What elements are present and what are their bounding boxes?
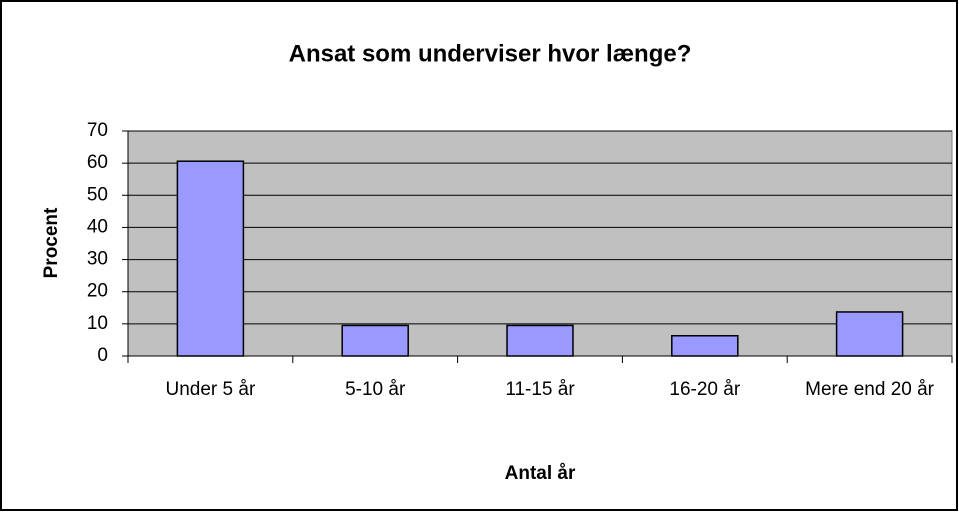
y-tick-label: 70	[87, 120, 108, 141]
x-tick-label-box: Mere end 20 år	[805, 379, 935, 400]
y-tick-label: 20	[87, 281, 108, 302]
y-tick-label: 30	[87, 249, 108, 270]
y-tick-label: 40	[87, 216, 108, 237]
y-axis-label: Procent	[41, 207, 62, 278]
y-tick-label: 0	[97, 345, 108, 366]
y-tick-label: 10	[87, 313, 108, 334]
x-tick-label: 5-10 år	[345, 379, 406, 400]
bar	[341, 324, 409, 357]
x-tick-label-box: Under 5 år	[165, 379, 256, 400]
x-tick-label: Under 5 år	[165, 379, 256, 400]
x-tick-label: Mere end 20 år	[805, 379, 935, 400]
bar	[835, 311, 904, 357]
plot-area	[127, 130, 953, 357]
y-tick-label: 60	[87, 152, 108, 173]
bar	[506, 324, 574, 357]
x-axis-label: Antal år	[505, 463, 576, 484]
x-tick-label-box: 16-20 år	[669, 379, 741, 400]
x-tick-label-box: 5-10 år	[345, 379, 406, 400]
x-tick-label: 11-15 år	[505, 379, 575, 400]
x-tick-label: 16-20 år	[669, 379, 741, 400]
chart-title: Ansat som underviser hvor længe?	[289, 40, 692, 67]
bar	[176, 160, 245, 357]
bar	[671, 335, 739, 357]
x-tick-label-box: 11-15 år	[505, 379, 575, 400]
y-tick-label: 50	[87, 184, 108, 205]
